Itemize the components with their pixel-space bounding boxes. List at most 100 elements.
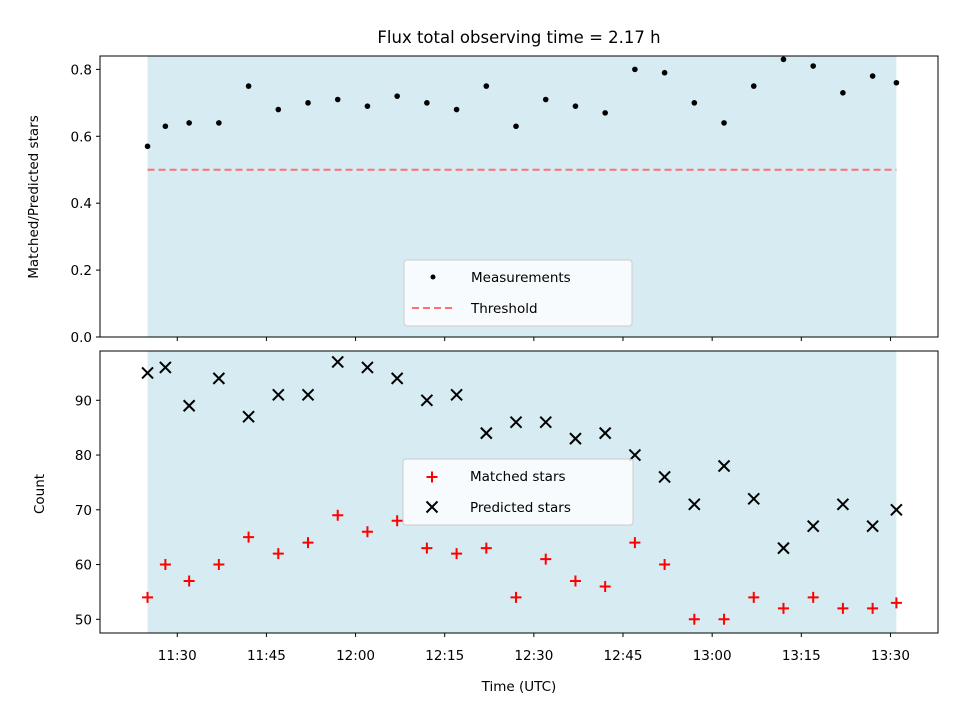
- measurement-points: [144, 56, 900, 150]
- bottom-y-axis-label: Count: [32, 474, 48, 514]
- matched-stars-point: [688, 613, 700, 625]
- measurement-point: [144, 143, 151, 150]
- matched-stars-point: [748, 591, 760, 603]
- measurement-point: [661, 69, 668, 76]
- x-tick-label: 13:00: [693, 648, 732, 664]
- matched-stars-point: [659, 559, 671, 571]
- measurement-point: [572, 103, 579, 109]
- matched-stars-points: [142, 509, 902, 625]
- legend-predicted-stars-label: Predicted stars: [470, 500, 571, 516]
- bottom-legend: Matched stars Predicted stars: [402, 458, 634, 526]
- bottom-y-tick-label: 60: [75, 558, 92, 574]
- measurement-point: [424, 100, 430, 106]
- top-y-tick-label: 0.2: [71, 263, 92, 279]
- matched-stars-point: [243, 531, 255, 543]
- matched-stars-point: [451, 548, 463, 560]
- x-tick-label: 13:30: [871, 648, 910, 664]
- predicted-stars-point: [598, 426, 612, 440]
- top-y-tick-label: 0.4: [71, 196, 92, 212]
- bottom-x-ticks: 11:30 11:45 12:00 12:15 12:30 12:45 13:00 13:15…: [158, 633, 910, 664]
- matched-stars-point: [361, 526, 373, 538]
- matched-stars-point: [391, 515, 403, 527]
- top-y-axis-label: Matched/Predicted stars: [26, 115, 42, 278]
- predicted-stars-point: [301, 388, 315, 402]
- matched-stars-point: [213, 559, 225, 571]
- measurement-point: [334, 96, 341, 103]
- predicted-stars-point: [272, 388, 285, 402]
- predicted-stars-point: [688, 498, 701, 511]
- predicted-stars-point: [836, 498, 850, 511]
- predicted-stars-point: [361, 361, 374, 374]
- predicted-stars-point: [390, 372, 404, 385]
- predicted-stars-point: [212, 372, 226, 385]
- measurement-point: [513, 123, 519, 130]
- matched-stars-point: [599, 580, 611, 592]
- predicted-stars-point: [866, 520, 879, 533]
- matched-stars-point: [777, 602, 789, 614]
- measurement-point: [453, 106, 460, 113]
- top-y-tick-label: 0.8: [71, 62, 92, 78]
- measurement-point: [483, 83, 490, 89]
- bottom-y-tick-label: 80: [75, 448, 92, 464]
- x-axis-label: Time (UTC): [481, 679, 557, 695]
- top-panel: 0.0 0.2 0.4 0.6 0.8 Flux total observing tim…: [26, 28, 939, 346]
- matched-stars-point: [890, 597, 902, 609]
- predicted-stars-point: [141, 366, 154, 380]
- x-tick-label: 13:15: [782, 648, 821, 664]
- measurement-point: [542, 96, 549, 103]
- legend-predicted-stars-marker: [425, 500, 439, 514]
- predicted-stars-point: [182, 399, 196, 412]
- bottom-y-tick-label: 70: [75, 503, 92, 519]
- matched-stars-point: [421, 542, 433, 554]
- predicted-stars-point: [717, 459, 731, 473]
- predicted-stars-point: [509, 415, 523, 429]
- predicted-stars-points: [141, 355, 903, 555]
- matched-stars-point: [807, 591, 819, 603]
- matched-stars-point: [569, 575, 581, 587]
- predicted-stars-point: [890, 503, 903, 517]
- legend-measurements-label: Measurements: [471, 270, 571, 286]
- top-y-ticks: 0.0 0.2 0.4 0.6 0.8: [71, 62, 100, 346]
- x-tick-label: 12:30: [514, 648, 553, 664]
- predicted-stars-point: [420, 394, 434, 407]
- measurement-point: [691, 100, 698, 106]
- measurement-point: [721, 120, 727, 126]
- measurement-point: [602, 110, 608, 116]
- x-tick-label: 11:30: [158, 648, 197, 664]
- x-tick-label: 12:15: [425, 648, 464, 664]
- legend-threshold-label: Threshold: [470, 301, 538, 317]
- top-x-ticks: [176, 337, 891, 341]
- matched-stars-point: [540, 553, 552, 565]
- measurement-point: [750, 83, 757, 89]
- top-legend: Measurements Threshold: [403, 259, 633, 327]
- predicted-stars-point: [450, 388, 463, 402]
- legend-measurements-marker: [430, 274, 436, 280]
- predicted-stars-point: [777, 541, 790, 555]
- matched-stars-point: [302, 537, 314, 549]
- matched-stars-point: [510, 591, 522, 603]
- measurement-point: [632, 66, 638, 73]
- x-tick-label: 12:45: [604, 648, 643, 664]
- matched-stars-point: [272, 548, 284, 560]
- matched-stars-point: [629, 537, 641, 549]
- predicted-stars-point: [658, 470, 671, 484]
- chart-title: Flux total observing time = 2.17 h: [377, 28, 660, 47]
- matched-stars-point: [183, 575, 195, 587]
- measurement-point: [869, 73, 876, 79]
- bottom-panel: 50 60 70 80 90 11:30 11:45 12:00 12:15 12:30 12:4…: [32, 350, 939, 695]
- bottom-y-tick-label: 90: [75, 393, 92, 409]
- predicted-stars-point: [747, 492, 760, 506]
- predicted-stars-point: [480, 426, 493, 440]
- matched-stars-point: [718, 613, 730, 625]
- measurement-point: [840, 89, 846, 96]
- measurement-point: [186, 120, 192, 126]
- measurement-point: [394, 93, 400, 99]
- matched-stars-point: [480, 542, 492, 554]
- predicted-stars-point: [539, 415, 552, 429]
- bottom-legend-box: [402, 458, 634, 526]
- measurement-point: [216, 120, 222, 126]
- matched-stars-point: [332, 509, 344, 521]
- top-axes-frame: [99, 55, 939, 338]
- predicted-stars-point: [331, 355, 344, 369]
